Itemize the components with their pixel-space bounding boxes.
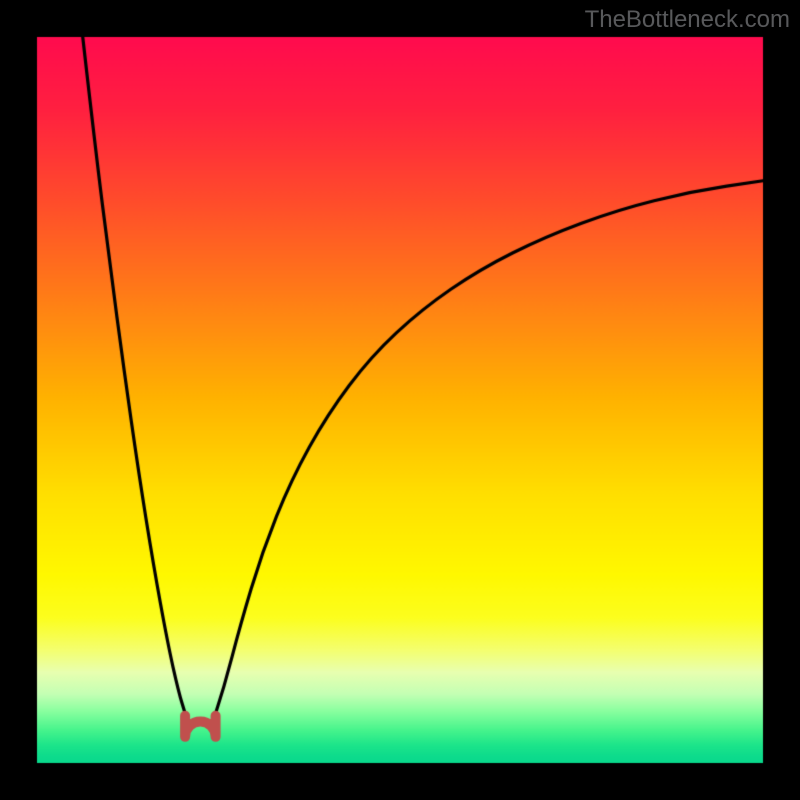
watermark-label: TheBottleneck.com bbox=[585, 6, 790, 34]
bottleneck-gradient-chart bbox=[0, 0, 800, 800]
chart-stage: TheBottleneck.com bbox=[0, 0, 800, 800]
